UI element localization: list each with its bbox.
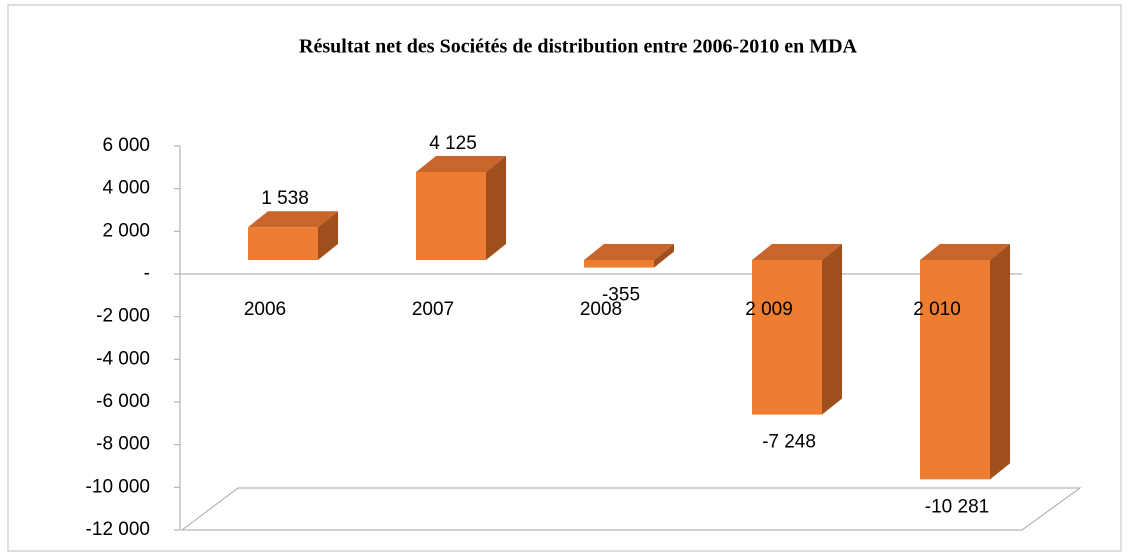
y-tick-label: -12 000 — [86, 519, 150, 540]
y-tick-label: -4 000 — [96, 348, 150, 369]
x-tick-label: 2 010 — [913, 299, 961, 320]
data-label: 4 125 — [429, 133, 477, 154]
y-tick-label: 4 000 — [102, 178, 150, 199]
bar-top — [752, 244, 842, 260]
y-tick-label: 6 000 — [102, 135, 150, 156]
chart-title: Résultat net des Sociétés de distributio… — [299, 36, 857, 58]
bar — [752, 260, 822, 415]
bar-side — [318, 211, 338, 260]
floor — [180, 487, 1082, 531]
bar-top — [416, 156, 506, 172]
bar-top — [920, 244, 1010, 260]
bar — [920, 260, 990, 480]
y-tick-label: -6 000 — [96, 391, 150, 412]
bar-top — [248, 211, 338, 228]
y-tick-label: 2 000 — [102, 220, 150, 241]
data-label: 1 538 — [261, 188, 309, 209]
x-tick-label: 2006 — [244, 299, 286, 320]
bar — [248, 227, 318, 260]
x-tick-label: 2008 — [580, 299, 622, 320]
data-label: -7 248 — [762, 432, 816, 453]
bar-top — [584, 244, 674, 260]
bar — [416, 172, 486, 260]
x-tick-label: 2 009 — [745, 299, 793, 320]
bar-side — [654, 244, 674, 268]
x-tick-label: 2007 — [412, 299, 454, 320]
data-label: -355 — [602, 285, 640, 306]
bar — [584, 260, 654, 268]
bar-side — [990, 244, 1010, 480]
y-tick-label: -10 000 — [86, 476, 150, 497]
y-tick-label: - — [144, 263, 150, 284]
data-label: -10 281 — [925, 496, 989, 517]
y-tick-label: -2 000 — [96, 306, 150, 327]
bar-side — [822, 244, 842, 415]
y-tick-label: -8 000 — [96, 434, 150, 455]
bar-side — [486, 156, 506, 260]
